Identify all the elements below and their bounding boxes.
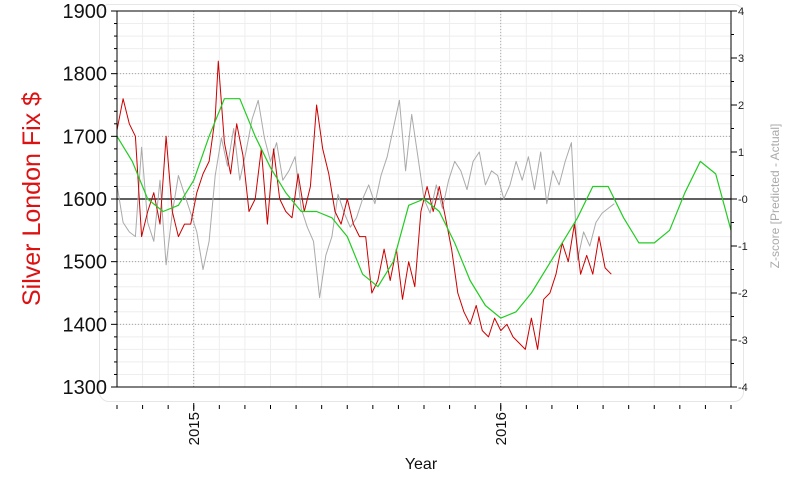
- y-tick-label: 1900: [63, 1, 108, 23]
- x-tick-label: 2015: [186, 412, 203, 445]
- y-tick-label: 1300: [63, 377, 108, 399]
- data-lines: [116, 60, 732, 350]
- y-tick-label: 1800: [63, 64, 108, 86]
- plot-frame: [99, 4, 744, 402]
- y-axis-label: Silver London Fix $: [18, 92, 46, 306]
- y-tick-label: 1500: [63, 252, 108, 274]
- actual-price-line: [116, 60, 612, 350]
- y-tick-label: 1700: [63, 126, 108, 148]
- x-tick-label: 2016: [493, 412, 510, 445]
- y-tick-label: 1400: [63, 314, 108, 336]
- x-axis-label: Year: [405, 456, 438, 473]
- y2-tick-label: 1: [738, 147, 744, 159]
- y2-tick-label: -0: [738, 194, 748, 206]
- y2-tick-label: 3: [738, 53, 744, 65]
- y2-tick-label: 2: [738, 100, 744, 112]
- y-tick-label: 1600: [63, 189, 108, 211]
- y2-axis-label: Z-score [Predicted - Actual]: [768, 124, 782, 269]
- zscore-line: [116, 99, 615, 299]
- y2-tick-label: 4: [738, 6, 744, 18]
- y2-tick-label: -1: [738, 241, 748, 253]
- axis-ticks: 1300 1400 1500 1600 1700 1800 1900 -4 -3 -2 -1 -0 1 2…: [63, 1, 748, 445]
- y2-tick-label: -2: [738, 288, 748, 300]
- y2-tick-label: -3: [738, 335, 748, 347]
- prediction-line: [116, 98, 732, 319]
- y2-tick-label: -4: [738, 382, 748, 394]
